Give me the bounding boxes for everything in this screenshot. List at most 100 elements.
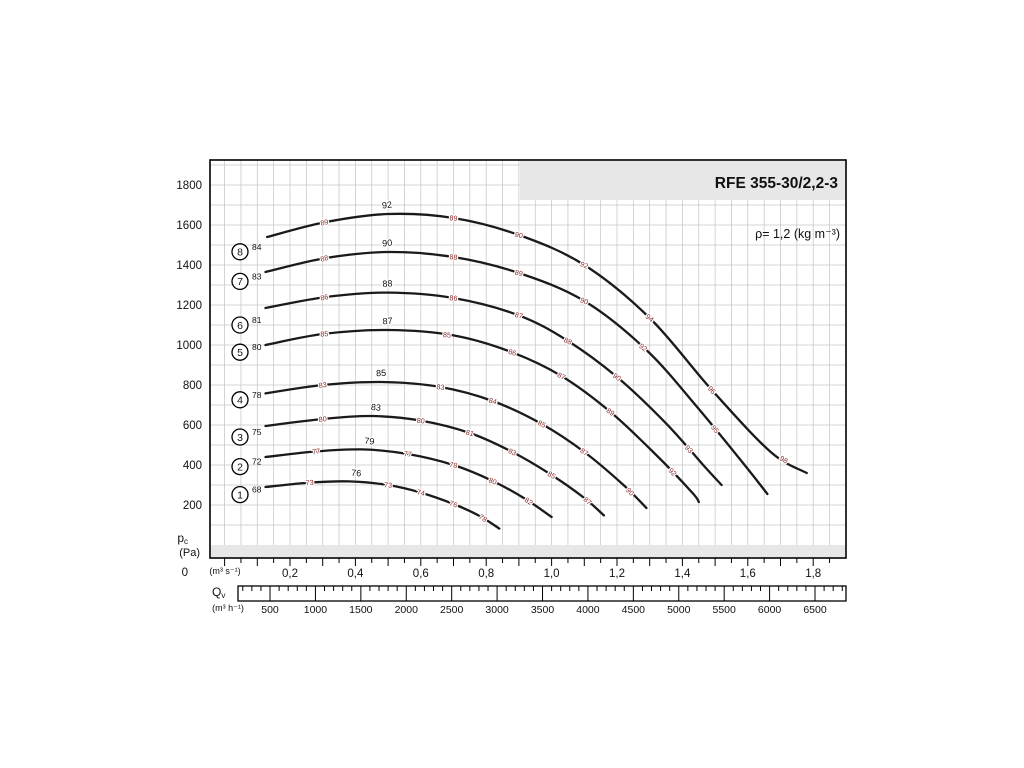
y-tick-label: 1800 <box>176 180 202 192</box>
start-db-label-5: 80 <box>252 342 262 352</box>
speed-circle-7 <box>231 272 249 291</box>
curve-point-label: 87 <box>514 310 524 321</box>
fan-curve-2 <box>264 448 553 519</box>
x-m3h-tick-label: 1000 <box>304 604 328 616</box>
plot-border <box>209 159 847 559</box>
speed-number-6: 6 <box>237 320 243 332</box>
curve-point-label: 89 <box>319 217 329 228</box>
fan-curve-4 <box>264 380 648 510</box>
speed-circle-2 <box>231 457 249 476</box>
speed-number-5: 5 <box>237 347 243 359</box>
curve-db-label: 76 <box>351 468 362 479</box>
speed-number-4: 4 <box>237 395 243 407</box>
speed-circle-5 <box>231 343 249 361</box>
curve-point-label: 83 <box>318 380 327 390</box>
y-tick-label: 1000 <box>176 340 202 352</box>
start-db-label-6: 81 <box>252 315 262 325</box>
x-ms-tick-label: 1,0 <box>544 568 560 580</box>
fan-curve-7 <box>264 250 769 496</box>
x-m3h-tick-label: 3000 <box>485 604 509 616</box>
curve-db-label: 83 <box>370 402 381 413</box>
x-ms-tick-label: 0,2 <box>282 568 298 580</box>
speed-circle-6 <box>231 316 249 334</box>
x-axis-ms-unit: (m³ s⁻¹) <box>209 566 240 576</box>
curve-point-label: 86 <box>320 292 329 302</box>
fan-curve-3 <box>264 414 606 517</box>
speed-number-8: 8 <box>237 247 243 259</box>
y-tick-label: 800 <box>183 380 202 392</box>
curve-db-label: 92 <box>381 199 392 210</box>
title-band <box>520 161 845 200</box>
x-m3h-tick-label: 6000 <box>758 604 782 616</box>
speed-number-1: 1 <box>237 489 243 501</box>
curve-point-label: 73 <box>305 478 314 488</box>
x-ms-tick-label: 0,4 <box>347 568 364 580</box>
curve-point-label: 77 <box>312 446 321 456</box>
x-m3h-tick-label: 4500 <box>622 604 646 616</box>
y-axis-unit: (Pa) <box>179 547 200 559</box>
start-db-label-1: 68 <box>252 485 262 495</box>
start-db-label-7: 83 <box>252 271 262 281</box>
x-ms-tick-label: 0,8 <box>478 568 494 580</box>
x-m3h-tick-label: 6500 <box>803 604 827 616</box>
curve-point-label: 86 <box>449 293 458 303</box>
y-tick-label: 600 <box>183 420 202 432</box>
x-m3h-tick-label: 2500 <box>440 604 464 616</box>
curve-db-label: 88 <box>382 278 393 289</box>
x-axis-m3h-ticks <box>242 586 843 601</box>
speed-number-2: 2 <box>237 461 243 473</box>
x-ms-tick-label: 1,8 <box>805 568 821 580</box>
start-db-label-4: 78 <box>252 390 262 400</box>
y-axis-label: pc <box>177 531 188 546</box>
x-m3h-tick-label: 2000 <box>395 604 419 616</box>
speed-circle-1 <box>231 485 249 504</box>
x-axis-ms-ticks <box>224 558 831 566</box>
speed-circle-4 <box>231 391 249 409</box>
curve-point-label: 77 <box>403 449 412 459</box>
m3h-ruler-box <box>237 585 847 602</box>
fan-curve-1 <box>264 480 501 530</box>
x-ms-tick-label: 0,6 <box>413 568 429 580</box>
x-ms-tick-label: 1,4 <box>674 568 691 580</box>
speed-number-7: 7 <box>237 276 243 288</box>
x-m3h-tick-label: 3500 <box>531 604 555 616</box>
x-axis-m3h-unit: (m³ h⁻¹) <box>212 603 244 613</box>
x-m3h-tick-label: 500 <box>261 604 279 616</box>
y-tick-label: 1600 <box>176 220 202 232</box>
curve-db-label: 85 <box>376 368 387 378</box>
curve-point-label: 89 <box>449 213 458 222</box>
y-zero-label: 0 <box>182 567 188 579</box>
curve-point-label: 85 <box>443 330 452 340</box>
curve-point-label: 88 <box>449 252 458 262</box>
curve-point-label: 89 <box>514 268 524 279</box>
chart-title: RFE 355-30/2,2-3 <box>715 175 839 192</box>
curve-point-label: 81 <box>465 428 475 439</box>
curve-point-label: 78 <box>449 460 459 471</box>
start-db-label-8: 84 <box>252 242 262 252</box>
below-zero-band <box>211 545 845 557</box>
start-db-label-2: 72 <box>252 457 262 467</box>
x-m3h-tick-label: 5500 <box>713 604 737 616</box>
x-ms-tick-label: 1,6 <box>740 568 756 580</box>
density-annotation: ρ= 1,2 (kg m⁻³) <box>755 227 840 241</box>
curve-point-label: 85 <box>320 329 329 338</box>
y-tick-label: 200 <box>183 500 202 512</box>
x-ms-tick-label: 1,2 <box>609 568 625 580</box>
speed-circle-3 <box>231 428 249 446</box>
speed-circle-8 <box>231 243 249 261</box>
curve-point-label: 88 <box>319 253 329 264</box>
start-db-label-3: 75 <box>252 427 262 437</box>
x-m3h-tick-label: 4000 <box>576 604 600 616</box>
y-tick-label: 400 <box>183 460 202 472</box>
x-m3h-tick-label: 5000 <box>667 604 691 616</box>
fan-curve-8 <box>265 212 808 475</box>
curve-point-label: 80 <box>318 414 327 424</box>
curve-point-label: 74 <box>416 487 426 498</box>
x-m3h-tick-label: 1500 <box>349 604 373 616</box>
curve-point-label: 80 <box>416 416 425 426</box>
curve-point-label: 83 <box>436 382 445 392</box>
curve-point-label: 84 <box>488 396 498 407</box>
speed-number-3: 3 <box>237 432 243 444</box>
